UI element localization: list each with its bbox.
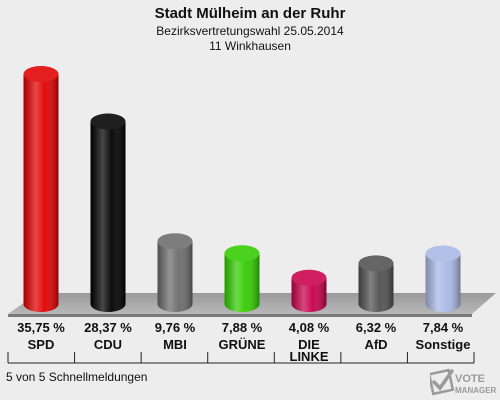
bar-shading-afd xyxy=(358,263,394,312)
bar-spd xyxy=(23,66,59,312)
category-label-sonstige: Sonstige xyxy=(416,337,471,352)
category-label-mbi: MBI xyxy=(163,337,187,352)
bar-cap-die-linke xyxy=(291,269,327,286)
chart-subtitle: Bezirksvertretungswahl 25.05.2014 xyxy=(156,24,344,38)
value-label-spd: 35,75 % xyxy=(17,320,65,335)
category-label-die-linke-1: DIE xyxy=(298,337,320,352)
bar-cap-gruene xyxy=(224,245,260,262)
category-label-cdu: CDU xyxy=(94,337,122,352)
value-label-afd: 6,32 % xyxy=(356,320,397,335)
chart-title: Stadt Mülheim an der Ruhr xyxy=(155,5,346,22)
bar-shading-cdu xyxy=(90,121,126,312)
label-group: 35,75 % SPD 28,37 % CDU 9,76 % MBI 7,88 % GRÜNE… xyxy=(17,320,470,364)
bar-cap-sonstige xyxy=(425,245,461,262)
bar-shading-sonstige xyxy=(425,253,461,312)
category-ticks xyxy=(7,352,475,363)
bar-afd xyxy=(358,255,394,312)
category-label-die-linke-2: LINKE xyxy=(290,349,329,364)
bar-cap-spd xyxy=(23,66,59,82)
bar-shading-mbi xyxy=(157,241,193,312)
chart-floor-front xyxy=(8,314,472,317)
bar-shading-gruene xyxy=(224,253,260,312)
value-label-mbi: 9,76 % xyxy=(155,320,196,335)
bar-cdu xyxy=(90,113,126,312)
bar-cap-cdu xyxy=(90,113,126,130)
bar-mbi xyxy=(157,233,193,312)
bar-group xyxy=(23,66,461,312)
category-label-afd: AfD xyxy=(364,337,387,352)
bar-shading-die-linke xyxy=(291,277,327,312)
chart-district: 11 Winkhausen xyxy=(209,39,291,53)
bar-shading-spd xyxy=(23,74,59,312)
bar-cap-mbi xyxy=(157,233,193,250)
bar-sonstige xyxy=(425,245,461,312)
value-label-gruene: 7,88 % xyxy=(222,320,263,335)
logo-line1: VOTE xyxy=(455,373,485,385)
checkmark-icon xyxy=(430,368,455,396)
category-label-spd: SPD xyxy=(28,337,55,352)
reporting-status: 5 von 5 Schnellmeldungen xyxy=(6,370,147,384)
value-label-die-linke: 4,08 % xyxy=(289,320,330,335)
category-label-gruene: GRÜNE xyxy=(219,337,266,352)
bar-die-linke xyxy=(291,269,327,312)
logo-line2: MANAGER xyxy=(455,386,497,395)
value-label-cdu: 28,37 % xyxy=(84,320,132,335)
vote-manager-logo: VOTE MANAGER xyxy=(430,368,497,396)
bar-gruene xyxy=(224,245,260,312)
bar-cap-afd xyxy=(358,255,394,272)
value-label-sonstige: 7,84 % xyxy=(423,320,464,335)
